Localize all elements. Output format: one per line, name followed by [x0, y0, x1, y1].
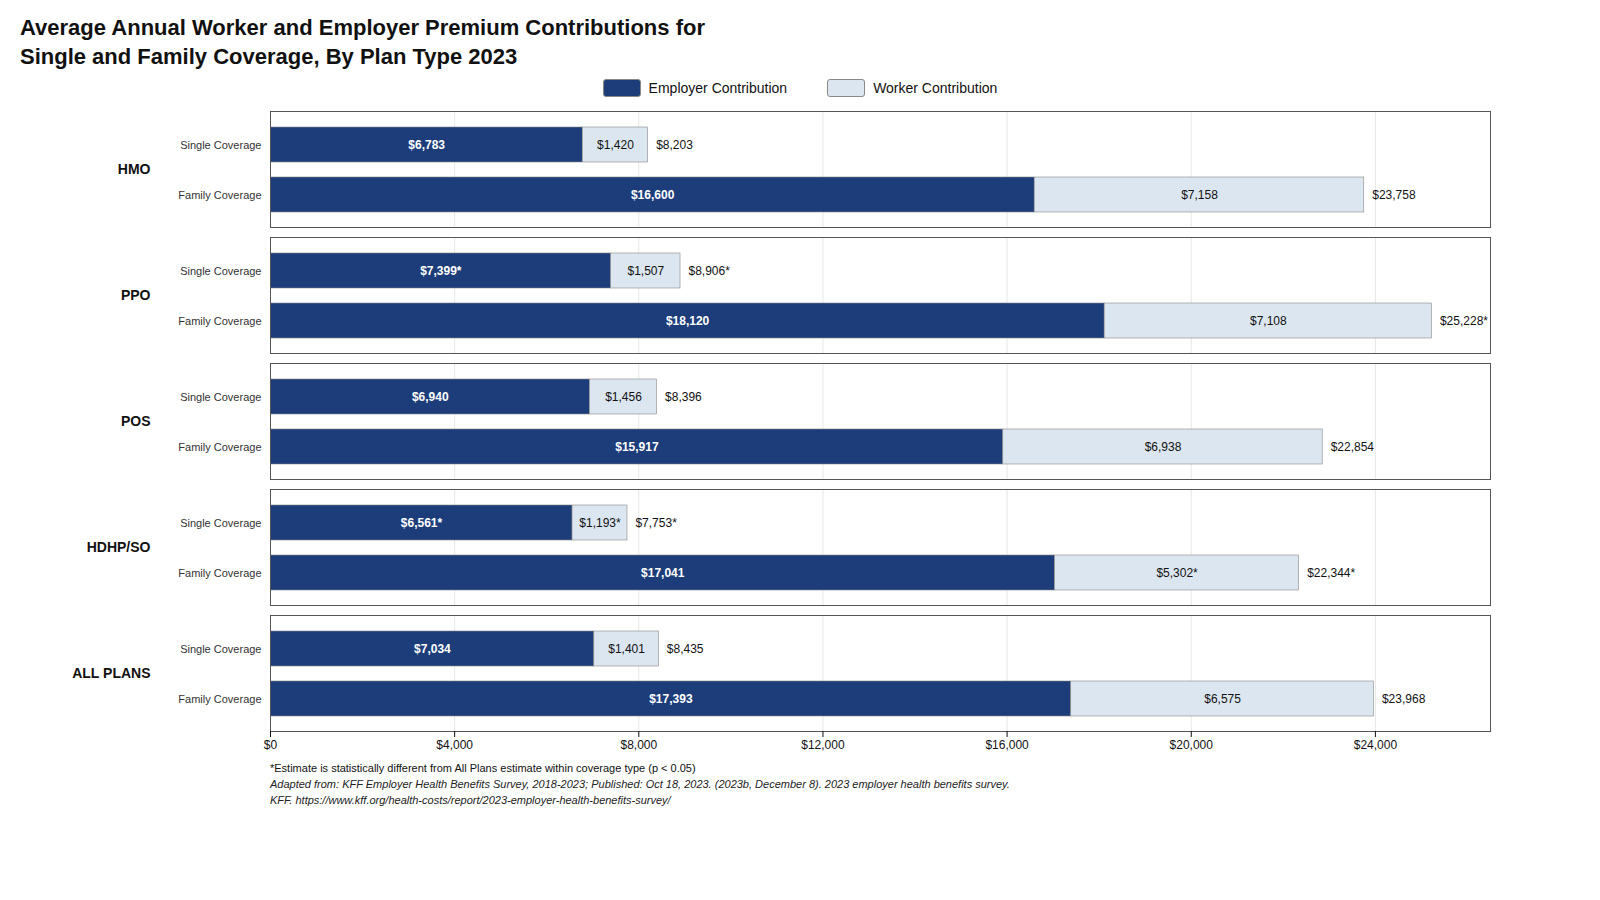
svg-text:$8,203: $8,203 — [656, 138, 693, 152]
svg-text:$7,034: $7,034 — [414, 642, 451, 656]
svg-text:$4,000: $4,000 — [436, 738, 473, 752]
html-text:Employer Contribution: Employer Contribution — [648, 80, 788, 97]
svg-text:HDHP/SO: HDHP/SO — [87, 539, 151, 555]
svg-text:Family Coverage: Family Coverage — [178, 567, 261, 579]
svg-text:$23,968: $23,968 — [1382, 692, 1426, 706]
svg-text:$6,575: $6,575 — [1204, 692, 1241, 706]
svg-text:Single Coverage: Single Coverage — [180, 517, 261, 529]
html-text:*Estimate is statistically dif: *Estimate is statistically different fro… — [270, 762, 696, 775]
html-text:KFF. https://www.kff.org/healt: KFF. https://www.kff.org/health-costs/re… — [270, 794, 671, 807]
svg-text:Family Coverage: Family Coverage — [178, 189, 261, 201]
svg-text:$7,158: $7,158 — [1181, 188, 1218, 202]
html-text:Adapted from: KFF Employer Hea: Adapted from: KFF Employer Health Benefi… — [270, 778, 1010, 791]
svg-text:$17,393: $17,393 — [649, 692, 693, 706]
svg-text:$6,561*: $6,561* — [401, 516, 443, 530]
html-text:Worker Contribution: Worker Contribution — [873, 80, 998, 97]
svg-text:$17,041: $17,041 — [641, 566, 685, 580]
svg-text:PPO: PPO — [121, 287, 151, 303]
svg-text:$24,000: $24,000 — [1354, 738, 1398, 752]
svg-text:$7,108: $7,108 — [1250, 314, 1287, 328]
svg-text:$8,435: $8,435 — [667, 642, 704, 656]
svg-text:$12,000: $12,000 — [801, 738, 845, 752]
svg-text:$1,193*: $1,193* — [579, 516, 621, 530]
svg-text:$8,906*: $8,906* — [689, 264, 731, 278]
svg-text:$23,758: $23,758 — [1372, 188, 1416, 202]
svg-text:$1,401: $1,401 — [608, 642, 645, 656]
svg-text:Single Coverage: Single Coverage — [180, 643, 261, 655]
svg-text:$1,507: $1,507 — [627, 264, 664, 278]
svg-text:$25,228*: $25,228* — [1440, 314, 1488, 328]
svg-text:$0: $0 — [264, 738, 278, 752]
svg-text:Family Coverage: Family Coverage — [178, 693, 261, 705]
svg-text:Family Coverage: Family Coverage — [178, 315, 261, 327]
svg-text:$20,000: $20,000 — [1170, 738, 1214, 752]
svg-text:$1,420: $1,420 — [597, 138, 634, 152]
svg-text:$5,302*: $5,302* — [1156, 566, 1198, 580]
svg-text:POS: POS — [121, 413, 151, 429]
svg-text:$18,120: $18,120 — [666, 314, 710, 328]
svg-text:$1,456: $1,456 — [605, 390, 642, 404]
svg-text:$8,000: $8,000 — [620, 738, 657, 752]
svg-text:$16,600: $16,600 — [631, 188, 675, 202]
svg-text:$22,854: $22,854 — [1331, 440, 1375, 454]
svg-text:$6,783: $6,783 — [408, 138, 445, 152]
svg-text:$7,399*: $7,399* — [420, 264, 462, 278]
html-text:Average Annual Worker and Empl: Average Annual Worker and Employer Premi… — [20, 15, 705, 69]
svg-text:Family Coverage: Family Coverage — [178, 441, 261, 453]
svg-text:$15,917: $15,917 — [615, 440, 659, 454]
svg-text:$7,753*: $7,753* — [635, 516, 677, 530]
svg-text:Single Coverage: Single Coverage — [180, 391, 261, 403]
svg-text:HMO: HMO — [118, 161, 151, 177]
svg-text:$22,344*: $22,344* — [1307, 566, 1355, 580]
svg-text:$6,940: $6,940 — [412, 390, 449, 404]
svg-text:$6,938: $6,938 — [1145, 440, 1182, 454]
svg-text:Single Coverage: Single Coverage — [180, 139, 261, 151]
svg-text:$16,000: $16,000 — [985, 738, 1029, 752]
svg-text:Single Coverage: Single Coverage — [180, 265, 261, 277]
svg-text:ALL PLANS: ALL PLANS — [72, 665, 150, 681]
svg-text:$8,396: $8,396 — [665, 390, 702, 404]
